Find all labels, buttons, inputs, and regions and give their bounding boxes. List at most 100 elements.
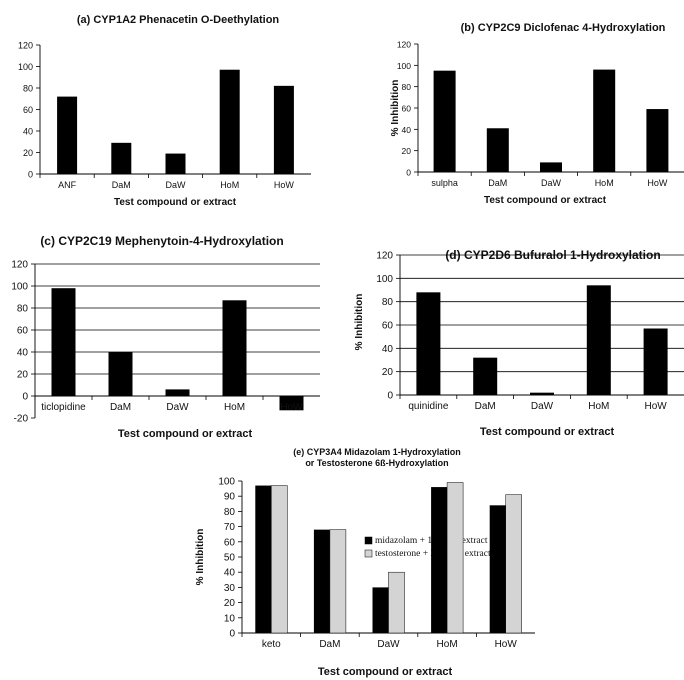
x-tick-label: HoM (224, 402, 245, 413)
x-tick-label: ticlopidine (41, 402, 86, 413)
x-tick-label: quinidine (408, 401, 448, 412)
bar-keto (255, 485, 272, 633)
y-tick-label: 80 (23, 84, 33, 94)
x-tick-label: DaM (488, 178, 507, 188)
panel-d-xlabel: Test compound or extract (480, 426, 615, 438)
x-tick-label: DaW (166, 402, 189, 413)
bar-DaW (540, 162, 562, 172)
panel-b-xlabel: Test compound or extract (484, 195, 607, 206)
legend-swatch-testosterone (364, 549, 373, 558)
bar-DaW (372, 587, 389, 633)
x-tick-label: HoW (644, 401, 667, 412)
panel-e-ylabel: % Inhibition (195, 529, 206, 586)
y-tick-label: 20 (402, 146, 412, 156)
bar-DaM (473, 357, 498, 395)
bar-ANF (57, 96, 78, 174)
y-tick-label: 40 (17, 348, 29, 359)
x-tick-label: HoM (437, 639, 458, 650)
y-tick-label: 80 (402, 82, 412, 92)
bar-DaM (313, 529, 330, 633)
y-tick-label: 120 (376, 251, 393, 262)
bar-DaM (111, 142, 132, 174)
y-tick-label: 0 (229, 629, 235, 640)
y-tick-label: 100 (18, 62, 33, 72)
x-tick-label: sulpha (431, 178, 458, 188)
x-tick-label: HoM (588, 401, 609, 412)
x-tick-label: DaW (166, 180, 187, 190)
y-tick-label: 120 (397, 40, 411, 50)
bar-DaM (329, 529, 347, 634)
y-tick-label: -20 (14, 414, 29, 425)
y-tick-label: 80 (17, 304, 29, 315)
x-tick-label: HoW (495, 639, 518, 650)
y-tick-label: 20 (23, 148, 33, 158)
bar-HoW (279, 396, 304, 411)
bar-ticlopidine (51, 288, 76, 396)
x-tick-label: DaM (475, 401, 496, 412)
panel-e-subtitle: or Testosterone 6ß-Hydroxylation (305, 458, 448, 468)
panel-e: (e) CYP3A4 Midazolam 1-Hydroxylation or … (195, 447, 537, 678)
y-tick-label: 20 (224, 598, 236, 609)
y-tick-label: 100 (11, 282, 28, 293)
y-tick-label: 30 (224, 583, 236, 594)
bar-DaW (165, 153, 186, 174)
y-tick-label: 60 (402, 104, 412, 114)
x-tick-label: DaW (541, 178, 562, 188)
y-tick-label: 60 (382, 321, 394, 332)
legend-swatch-midazolam (364, 536, 373, 545)
panel-c-title: (c) CYP2C19 Mephenytoin-4-Hydroxylation (40, 234, 283, 248)
y-tick-label: 70 (224, 522, 236, 533)
y-tick-label: 60 (23, 105, 33, 115)
y-tick-label: 40 (382, 344, 394, 355)
y-tick-label: 20 (17, 370, 29, 381)
x-tick-label: DaW (377, 639, 400, 650)
y-tick-label: 60 (224, 537, 236, 548)
bar-HoM (431, 487, 448, 633)
x-tick-label: DaM (110, 402, 131, 413)
bar-DaW (165, 389, 190, 396)
y-tick-label: 40 (23, 127, 33, 137)
bar-HoM (446, 482, 464, 634)
panel-a-title: (a) CYP1A2 Phenacetin O-Deethylation (77, 14, 280, 26)
bar-DaW (388, 571, 405, 634)
y-tick-label: 40 (224, 568, 236, 579)
panel-b-ylabel: % Inhibition (390, 80, 401, 137)
x-tick-label: keto (262, 639, 281, 650)
y-tick-label: 60 (17, 326, 29, 337)
y-tick-label: 100 (376, 274, 393, 285)
bar-HoM (219, 69, 240, 174)
panel-b: (b) CYP2C9 Diclofenac 4-Hydroxylation Te… (390, 22, 684, 206)
y-tick-label: 80 (382, 297, 394, 308)
y-tick-label: 80 (224, 507, 236, 518)
bar-HoW (643, 328, 668, 395)
panel-d-ylabel: % Inhibition (354, 294, 365, 351)
panel-c: (c) CYP2C19 Mephenytoin-4-Hydroxylation … (11, 234, 320, 440)
y-tick-label: 120 (18, 41, 33, 51)
x-tick-label: HoW (274, 180, 295, 190)
panel-a-xlabel: Test compound or extract (114, 197, 237, 208)
panel-e-title: (e) CYP3A4 Midazolam 1-Hydroxylation (293, 447, 461, 457)
x-tick-label: DaM (319, 639, 340, 650)
panel-a: (a) CYP1A2 Phenacetin O-Deethylation Tes… (18, 14, 311, 208)
x-tick-label: DaW (531, 401, 554, 412)
bar-keto (271, 485, 288, 634)
panel-c-xlabel: Test compound or extract (118, 428, 253, 440)
y-tick-label: 90 (224, 492, 236, 503)
y-tick-label: 0 (22, 392, 28, 403)
y-tick-label: 20 (382, 367, 394, 378)
x-tick-label: HoW (280, 402, 303, 413)
bar-HoW (505, 494, 522, 634)
y-tick-label: 0 (28, 170, 33, 180)
bar-HoM (586, 285, 611, 395)
bar-DaW (530, 392, 554, 395)
bar-HoM (222, 300, 247, 396)
bar-HoW (646, 109, 669, 172)
bar-HoM (593, 69, 616, 172)
y-tick-label: 10 (224, 613, 236, 624)
bar-DaM (486, 128, 509, 172)
y-tick-label: 50 (224, 553, 236, 564)
panel-e-xlabel: Test compound or extract (318, 666, 453, 678)
y-tick-label: 100 (397, 61, 411, 71)
panel-b-title: (b) CYP2C9 Diclofenac 4-Hydroxylation (461, 22, 666, 34)
